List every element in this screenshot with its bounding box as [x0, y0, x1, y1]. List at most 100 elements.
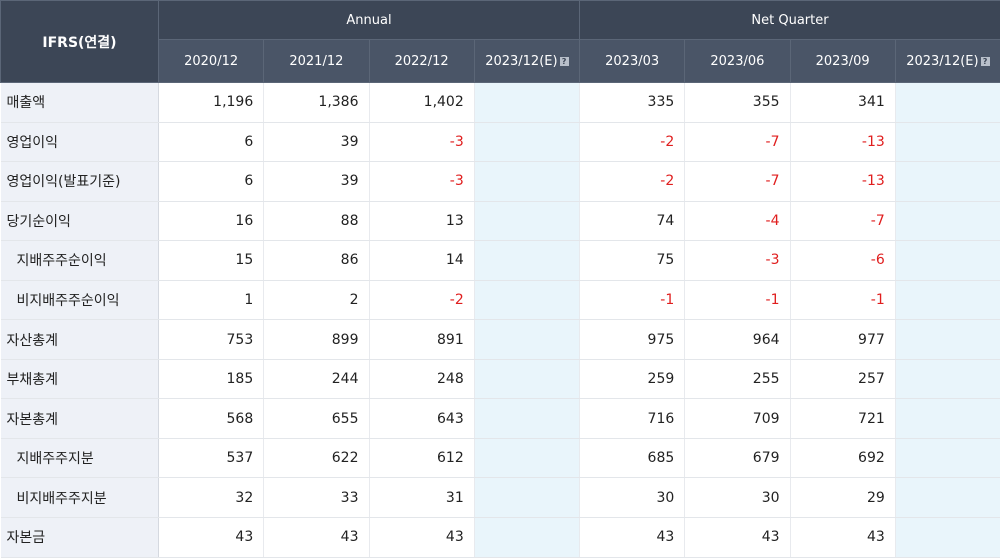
table-cell: 679 [685, 438, 790, 478]
table-cell: 355 [685, 83, 790, 123]
row-label: 비지배주주순이익 [1, 280, 159, 320]
table-cell: 13 [369, 201, 474, 241]
column-header-label: 2023/09 [816, 54, 870, 69]
column-header: 2020/12 [159, 40, 264, 83]
table-cell: 43 [369, 518, 474, 558]
table-cell: -13 [790, 162, 895, 202]
table-cell: 1 [159, 280, 264, 320]
table-cell [895, 83, 1000, 123]
column-header-label: 2022/12 [395, 54, 449, 69]
quarter-group-header: Net Quarter [580, 1, 1000, 40]
row-label: 부채총계 [1, 359, 159, 399]
table-cell: 612 [369, 438, 474, 478]
column-header-label: 2023/12(E) [906, 54, 978, 69]
table-cell: -2 [369, 280, 474, 320]
table-cell: 537 [159, 438, 264, 478]
row-label: 자산총계 [1, 320, 159, 360]
table-cell: -3 [685, 241, 790, 281]
table-cell: 86 [264, 241, 369, 281]
column-header-label: 2023/06 [710, 54, 764, 69]
table-cell: 622 [264, 438, 369, 478]
table-cell [895, 122, 1000, 162]
annual-group-header: Annual [159, 1, 580, 40]
table-cell: -1 [685, 280, 790, 320]
table-cell: 75 [580, 241, 685, 281]
table-cell [474, 518, 579, 558]
table-cell: 6 [159, 162, 264, 202]
table-cell [895, 280, 1000, 320]
table-cell: 14 [369, 241, 474, 281]
column-header: 2023/12(E)? [474, 40, 579, 83]
table-cell [474, 201, 579, 241]
table-cell: 1,386 [264, 83, 369, 123]
table-cell: 248 [369, 359, 474, 399]
table-cell: 43 [685, 518, 790, 558]
column-header: 2023/03 [580, 40, 685, 83]
table-cell [895, 359, 1000, 399]
table-cell: 6 [159, 122, 264, 162]
table-cell: 655 [264, 399, 369, 439]
table-cell: 16 [159, 201, 264, 241]
column-header: 2023/06 [685, 40, 790, 83]
table-cell [895, 241, 1000, 281]
table-cell [474, 83, 579, 123]
table-cell [895, 518, 1000, 558]
table-cell: 30 [580, 478, 685, 518]
row-label: 자본금 [1, 518, 159, 558]
table-cell: -4 [685, 201, 790, 241]
table-cell [474, 162, 579, 202]
table-cell: 74 [580, 201, 685, 241]
info-icon[interactable]: ? [560, 57, 569, 66]
table-cell [474, 438, 579, 478]
row-label: 지배주주순이익 [1, 241, 159, 281]
table-cell [474, 320, 579, 360]
info-icon[interactable]: ? [981, 57, 990, 66]
table-cell: 32 [159, 478, 264, 518]
table-cell: 341 [790, 83, 895, 123]
row-label: 매출액 [1, 83, 159, 123]
table-cell: 255 [685, 359, 790, 399]
row-label: 비지배주주지분 [1, 478, 159, 518]
table-cell: 709 [685, 399, 790, 439]
table-cell: 891 [369, 320, 474, 360]
table-cell: 1,402 [369, 83, 474, 123]
table-cell: 30 [685, 478, 790, 518]
table-cell [895, 478, 1000, 518]
table-cell [474, 241, 579, 281]
table-cell: 33 [264, 478, 369, 518]
table-cell: 15 [159, 241, 264, 281]
table-cell [895, 320, 1000, 360]
table-cell: -3 [369, 162, 474, 202]
table-cell: -1 [580, 280, 685, 320]
table-cell [895, 399, 1000, 439]
table-cell: 692 [790, 438, 895, 478]
table-cell: 2 [264, 280, 369, 320]
row-label: 영업이익(발표기준) [1, 162, 159, 202]
table-cell: 29 [790, 478, 895, 518]
column-header-label: 2023/03 [605, 54, 659, 69]
table-cell: 1,196 [159, 83, 264, 123]
table-cell: -1 [790, 280, 895, 320]
table-cell [895, 201, 1000, 241]
table-cell: 43 [790, 518, 895, 558]
table-cell: -2 [580, 122, 685, 162]
table-cell: 716 [580, 399, 685, 439]
table-cell: 753 [159, 320, 264, 360]
table-cell: 977 [790, 320, 895, 360]
table-cell: 964 [685, 320, 790, 360]
table-cell: 568 [159, 399, 264, 439]
table-cell [474, 122, 579, 162]
column-header: 2023/12(E)? [895, 40, 1000, 83]
row-label: 자본총계 [1, 399, 159, 439]
table-cell: 31 [369, 478, 474, 518]
